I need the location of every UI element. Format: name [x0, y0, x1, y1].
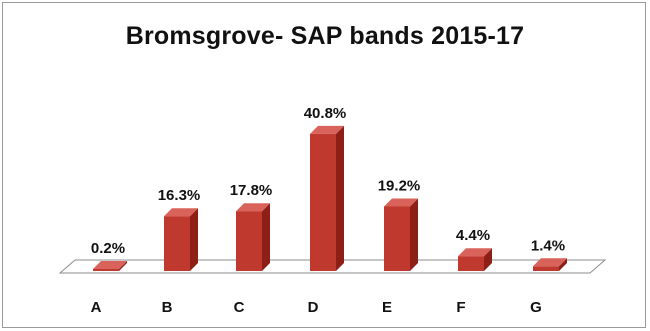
bar-side-face — [559, 258, 567, 271]
value-label-f: 4.4% — [456, 227, 490, 244]
bar-d — [310, 125, 344, 271]
bar-side-face — [484, 248, 492, 271]
category-label-f: F — [456, 299, 465, 316]
bar-front-face — [458, 256, 484, 271]
bar-top-face — [384, 198, 418, 207]
bar-side-face — [336, 125, 344, 271]
bar-top-face — [93, 261, 127, 269]
bar-e — [384, 198, 418, 271]
bar-b — [164, 208, 198, 271]
value-label-e: 19.2% — [378, 177, 421, 194]
bar-side-face — [410, 198, 418, 271]
bar-front-face — [236, 211, 262, 271]
chart-title: Bromsgrove- SAP bands 2015-17 — [125, 22, 525, 50]
value-label-a: 0.2% — [91, 240, 125, 257]
bar-top-face — [236, 203, 270, 212]
category-label-b: B — [162, 299, 173, 316]
bar-f — [458, 248, 492, 271]
bar-side-face — [262, 203, 270, 271]
bar-top-face — [310, 125, 344, 134]
bar-top-face — [533, 258, 567, 267]
category-label-c: C — [234, 299, 245, 316]
bar-g — [533, 258, 567, 271]
bar-front-face — [384, 206, 410, 271]
category-label-a: A — [91, 299, 102, 316]
category-label-g: G — [530, 299, 542, 316]
category-label-e: E — [382, 299, 392, 316]
bar-top-face — [458, 248, 492, 257]
bar-front-face — [310, 133, 336, 271]
bar-front-face — [164, 216, 190, 271]
bar-side-face — [190, 208, 198, 271]
category-label-group: A B C D E F G — [91, 299, 542, 316]
bar-front-face — [93, 269, 119, 271]
bar-c — [236, 203, 270, 271]
bar-group — [93, 125, 567, 271]
value-label-group: 0.2% 16.3% 17.8% 40.8% 19.2% 4.4% 1.4% — [91, 105, 565, 257]
category-label-d: D — [308, 299, 319, 316]
value-label-d: 40.8% — [304, 105, 347, 122]
bar-front-face — [533, 266, 559, 271]
value-label-c: 17.8% — [230, 182, 273, 199]
bar-top-face — [164, 208, 198, 217]
bar-a — [93, 261, 127, 271]
value-label-b: 16.3% — [158, 187, 201, 204]
value-label-g: 1.4% — [531, 237, 565, 254]
bar-side-face — [119, 261, 127, 271]
